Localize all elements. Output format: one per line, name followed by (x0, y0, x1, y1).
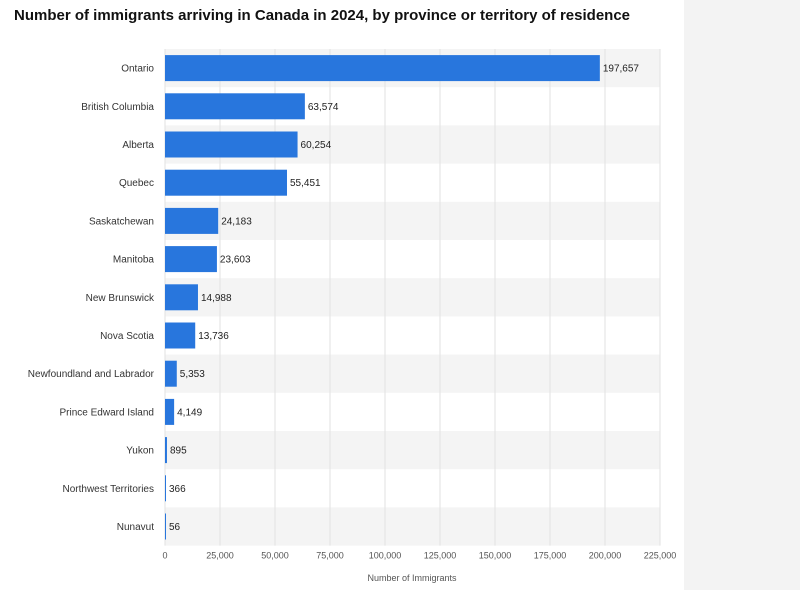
category-label: Prince Edward Island (60, 407, 155, 418)
value-labels: 197,657 63,574 60,254 55,451 24,183 23,603 14,… (169, 64, 639, 533)
x-tick-label: 150,000 (479, 551, 512, 561)
x-axis-ticks: 0 25,000 50,000 75,000 100,000 125,000 150,000… (162, 551, 676, 561)
x-tick-label: 100,000 (369, 551, 402, 561)
x-tick-label: 75,000 (316, 551, 344, 561)
row-band (165, 354, 660, 393)
bar (165, 513, 166, 540)
value-label: 366 (169, 484, 186, 495)
chart-title: Number of immigrants arriving in Canada … (14, 7, 631, 24)
value-label: 5,353 (180, 369, 205, 380)
value-label: 4,149 (177, 407, 202, 418)
category-labels: Ontario British Columbia Alberta Quebec Sask… (28, 64, 155, 533)
value-label: 197,657 (603, 64, 640, 75)
x-tick-label: 25,000 (206, 551, 234, 561)
category-label: Alberta (122, 140, 154, 151)
bar (165, 398, 175, 425)
bar (165, 246, 217, 273)
row-bands (165, 49, 660, 546)
bar-chart: Ontario British Columbia Alberta Quebec Sask… (28, 49, 676, 583)
value-label: 63,574 (308, 102, 339, 113)
value-label: 60,254 (301, 140, 332, 151)
value-label: 56 (169, 522, 181, 533)
value-label: 24,183 (221, 216, 252, 227)
category-label: Ontario (121, 64, 154, 75)
category-label: New Brunswick (86, 293, 155, 304)
bar (165, 322, 196, 349)
value-label: 14,988 (201, 293, 232, 304)
bar (165, 169, 287, 196)
row-band (165, 201, 660, 240)
bar (165, 55, 600, 82)
bar (165, 131, 298, 158)
category-label: British Columbia (81, 102, 154, 113)
category-label: Newfoundland and Labrador (28, 369, 155, 380)
category-label: Northwest Territories (62, 484, 154, 495)
bar (165, 360, 177, 387)
x-tick-label: 225,000 (644, 551, 677, 561)
row-band (165, 278, 660, 317)
category-label: Yukon (126, 446, 154, 457)
bar (165, 475, 166, 502)
value-label: 55,451 (290, 178, 321, 189)
x-tick-label: 175,000 (534, 551, 567, 561)
chart-panel: Number of immigrants arriving in Canada … (0, 0, 684, 590)
category-label: Nunavut (117, 522, 154, 533)
bar (165, 437, 167, 464)
x-tick-label: 0 (162, 551, 167, 561)
category-label: Quebec (119, 178, 154, 189)
bar (165, 93, 305, 120)
category-label: Manitoba (113, 255, 155, 266)
category-label: Nova Scotia (100, 331, 154, 342)
value-label: 23,603 (220, 255, 251, 266)
bar (165, 207, 219, 234)
x-tick-label: 50,000 (261, 551, 289, 561)
value-label: 13,736 (198, 331, 229, 342)
bar (165, 284, 198, 311)
value-label: 895 (170, 446, 187, 457)
bars (165, 55, 600, 540)
row-band (165, 431, 660, 470)
row-band (165, 507, 660, 546)
x-axis-title: Number of Immigrants (367, 573, 457, 583)
x-tick-label: 125,000 (424, 551, 457, 561)
x-tick-label: 200,000 (589, 551, 622, 561)
category-label: Saskatchewan (89, 216, 154, 227)
